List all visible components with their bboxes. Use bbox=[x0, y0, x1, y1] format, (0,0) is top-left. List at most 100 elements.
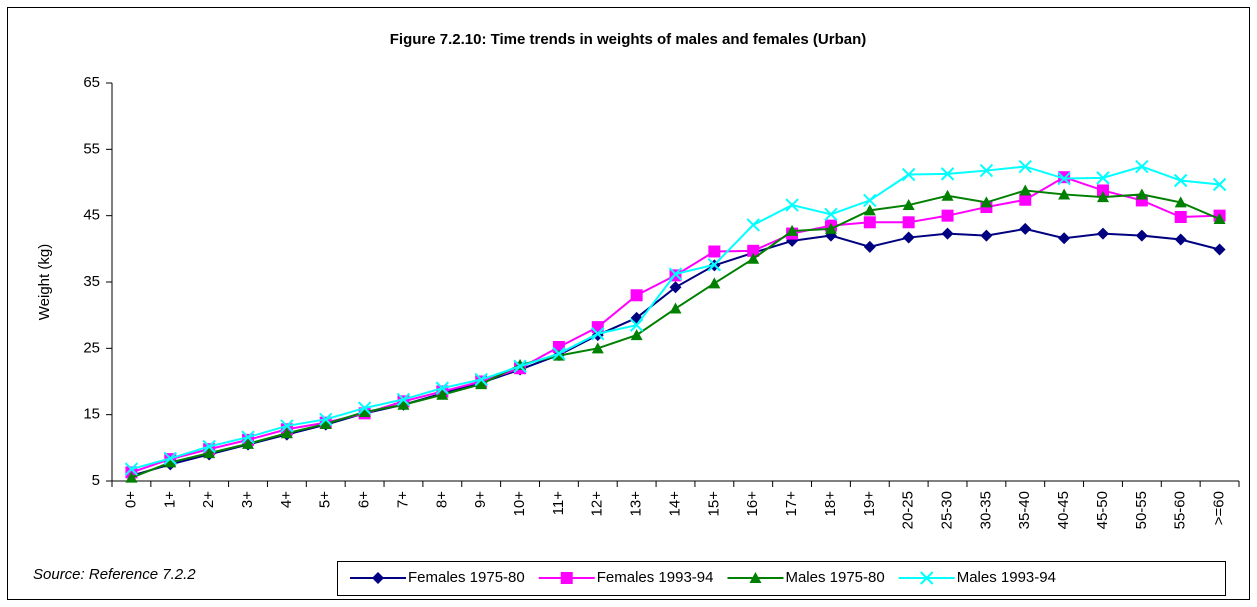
marker bbox=[863, 240, 876, 253]
marker bbox=[901, 167, 916, 182]
x-tick-label: 0+ bbox=[122, 491, 139, 508]
marker bbox=[786, 224, 799, 236]
marker bbox=[919, 571, 934, 585]
y-tick-label: 65 bbox=[83, 74, 100, 91]
marker bbox=[1019, 184, 1032, 196]
marker bbox=[591, 327, 605, 341]
x-tick-label: 4+ bbox=[278, 491, 295, 508]
marker bbox=[397, 398, 410, 410]
x-tick-label: 1+ bbox=[161, 491, 178, 508]
x-tick-label: 16+ bbox=[744, 491, 761, 517]
marker bbox=[436, 388, 449, 400]
y-tick-label: 15 bbox=[83, 406, 100, 423]
x-tick-label: 9+ bbox=[472, 491, 489, 508]
source-note: Source: Reference 7.2.2 bbox=[33, 566, 196, 583]
marker bbox=[902, 216, 915, 229]
y-tick-label: 25 bbox=[83, 339, 100, 356]
marker bbox=[591, 342, 604, 354]
x-tick-label: 40-45 bbox=[1055, 491, 1072, 529]
marker bbox=[708, 245, 721, 258]
marker bbox=[1018, 159, 1032, 174]
x-tick-label: 19+ bbox=[861, 491, 878, 517]
marker bbox=[1057, 171, 1071, 186]
x-tick-label: 35-40 bbox=[1016, 491, 1033, 529]
x-tick-label: 8+ bbox=[433, 491, 450, 508]
x-tick-label: 30-35 bbox=[977, 491, 994, 529]
marker bbox=[668, 267, 683, 281]
marker bbox=[396, 392, 411, 407]
marker bbox=[940, 167, 955, 181]
marker bbox=[630, 289, 643, 302]
marker bbox=[1058, 188, 1071, 200]
y-axis-label: Weight (kg) bbox=[36, 244, 53, 320]
x-tick-label: 18+ bbox=[822, 491, 839, 517]
y-tick-label: 35 bbox=[83, 273, 100, 290]
marker bbox=[203, 447, 216, 459]
marker bbox=[358, 406, 371, 418]
marker bbox=[708, 277, 721, 289]
marker bbox=[863, 204, 876, 216]
marker bbox=[1096, 171, 1110, 185]
y-tick-label: 55 bbox=[83, 140, 100, 157]
legend-label: Males 1993-94 bbox=[957, 569, 1056, 586]
marker bbox=[669, 302, 682, 314]
marker bbox=[785, 198, 799, 212]
marker bbox=[164, 456, 177, 468]
marker bbox=[1135, 188, 1148, 200]
marker bbox=[749, 572, 762, 583]
marker bbox=[591, 321, 604, 334]
marker bbox=[747, 244, 760, 257]
marker bbox=[863, 216, 876, 229]
legend-label: Males 1975-80 bbox=[785, 569, 884, 586]
marker bbox=[1213, 243, 1226, 256]
marker bbox=[979, 163, 994, 178]
x-tick-label: 10+ bbox=[511, 491, 528, 517]
x-tick-label: 17+ bbox=[783, 491, 800, 517]
marker bbox=[941, 209, 954, 222]
marker bbox=[319, 417, 332, 429]
marker bbox=[124, 462, 139, 476]
marker bbox=[1135, 159, 1149, 174]
y-tick-label: 45 bbox=[83, 207, 100, 224]
marker bbox=[707, 258, 722, 272]
x-tick-label: 45-50 bbox=[1094, 491, 1111, 529]
marker bbox=[941, 189, 954, 201]
x-tick-label: 5+ bbox=[317, 491, 334, 508]
x-tick-label: 11+ bbox=[550, 491, 567, 516]
marker bbox=[475, 378, 488, 390]
marker bbox=[319, 412, 333, 427]
x-tick-label: 2+ bbox=[200, 491, 217, 508]
marker bbox=[824, 207, 838, 222]
marker bbox=[1212, 177, 1227, 192]
chart-border bbox=[7, 7, 1250, 600]
x-tick-label: 3+ bbox=[239, 491, 256, 508]
marker bbox=[1096, 191, 1109, 203]
marker bbox=[435, 381, 450, 395]
x-tick-label: 20-25 bbox=[900, 491, 917, 529]
marker bbox=[474, 372, 488, 387]
x-tick-label: 25-30 bbox=[939, 491, 956, 529]
marker bbox=[357, 401, 372, 415]
marker bbox=[560, 572, 573, 584]
marker bbox=[241, 430, 255, 444]
marker bbox=[863, 193, 877, 208]
x-tick-label: 13+ bbox=[628, 491, 645, 517]
x-tick-label: >=60 bbox=[1211, 491, 1228, 525]
marker bbox=[242, 437, 255, 449]
y-tick-label: 5 bbox=[92, 472, 100, 489]
marker bbox=[552, 346, 566, 361]
marker bbox=[280, 419, 294, 433]
marker bbox=[125, 471, 138, 483]
marker bbox=[1058, 232, 1071, 245]
x-tick-label: 15+ bbox=[705, 491, 722, 517]
marker bbox=[372, 572, 384, 584]
chart-title: Figure 7.2.10: Time trends in weights of… bbox=[390, 31, 867, 48]
marker bbox=[746, 218, 760, 232]
marker bbox=[1096, 227, 1109, 240]
marker bbox=[902, 199, 915, 211]
marker bbox=[1135, 229, 1148, 242]
marker bbox=[980, 229, 993, 242]
marker bbox=[941, 227, 954, 240]
marker bbox=[629, 318, 644, 332]
